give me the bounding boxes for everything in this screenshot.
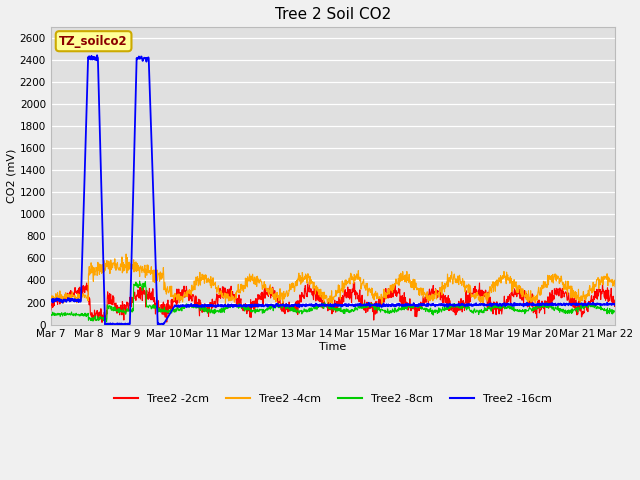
Y-axis label: CO2 (mV): CO2 (mV) <box>7 149 17 203</box>
Text: TZ_soilco2: TZ_soilco2 <box>60 35 128 48</box>
Title: Tree 2 Soil CO2: Tree 2 Soil CO2 <box>275 7 391 22</box>
X-axis label: Time: Time <box>319 342 346 352</box>
Legend: Tree2 -2cm, Tree2 -4cm, Tree2 -8cm, Tree2 -16cm: Tree2 -2cm, Tree2 -4cm, Tree2 -8cm, Tree… <box>109 389 556 408</box>
